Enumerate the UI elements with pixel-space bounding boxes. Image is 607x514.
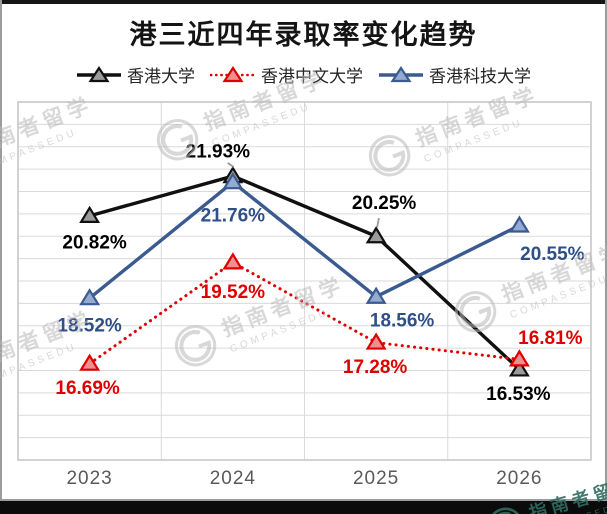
legend-marker-hkust-icon	[379, 66, 423, 83]
marker-hkust-2025-icon	[365, 286, 387, 304]
marker-hkust-2024-icon	[222, 172, 244, 190]
legend-item-hku: 香港大学	[76, 62, 195, 87]
legend: 香港大学 香港中文大学 香港科技大学	[0, 62, 607, 87]
marker-hku-2023-icon	[79, 205, 101, 223]
value-label-hku-2025: 20.25%	[352, 193, 417, 214]
legend-label-cuhk: 香港中文大学	[261, 67, 363, 86]
marker-cuhk-2026-icon	[508, 349, 530, 367]
legend-label-hku: 香港大学	[127, 67, 195, 86]
value-label-hkust-2023: 18.52%	[57, 316, 122, 337]
marker-hkust-2026-icon	[508, 215, 530, 233]
value-label-hku-2024: 21.93%	[186, 142, 251, 163]
marker-cuhk-2025-icon	[365, 332, 387, 350]
series-line-hkust	[88, 180, 521, 300]
value-label-cuhk-2026: 16.81%	[518, 328, 583, 349]
value-label-cuhk-2024: 19.52%	[201, 282, 266, 303]
plot-border	[17, 101, 592, 461]
marker-cuhk-2023-icon	[79, 353, 101, 371]
legend-item-cuhk: 香港中文大学	[210, 62, 363, 87]
series-line-hku	[89, 174, 521, 371]
bottom-black-bar	[0, 499, 607, 514]
x-axis-label-2023: 2023	[66, 468, 112, 489]
right-border-edge	[605, 0, 607, 514]
value-label-hku-2023: 20.82%	[62, 232, 127, 253]
marker-hku-2026-icon	[508, 359, 530, 377]
marker-hku-2025-icon	[365, 226, 387, 244]
marker-cuhk-2024-icon	[222, 252, 244, 270]
value-label-hkust-2024: 21.76%	[201, 206, 266, 227]
chart-title: 港三近四年录取率变化趋势	[129, 20, 478, 50]
legend-item-hkust: 香港科技大学	[378, 62, 531, 87]
x-axis-label-2026: 2026	[496, 468, 542, 489]
legend-label-hkust: 香港科技大学	[429, 67, 531, 86]
x-axis-label-2024: 2024	[210, 468, 256, 489]
label-leader-tick	[376, 217, 380, 228]
legend-marker-cuhk-icon	[210, 66, 256, 83]
top-border-bar	[0, 0, 607, 4]
value-label-cuhk-2023: 16.69%	[55, 378, 120, 399]
value-label-cuhk-2025: 17.28%	[343, 357, 408, 378]
x-axis-label-2025: 2025	[353, 468, 399, 489]
left-border-edge	[0, 0, 2, 514]
label-leader-tick	[227, 162, 235, 168]
value-label-hkust-2026: 20.55%	[520, 244, 585, 265]
series-line-cuhk	[88, 260, 521, 366]
marker-hkust-2023-icon	[79, 288, 101, 306]
value-label-hku-2026: 16.53%	[486, 384, 551, 405]
value-label-hkust-2025: 18.56%	[370, 310, 435, 331]
legend-marker-hku-icon	[77, 66, 121, 83]
